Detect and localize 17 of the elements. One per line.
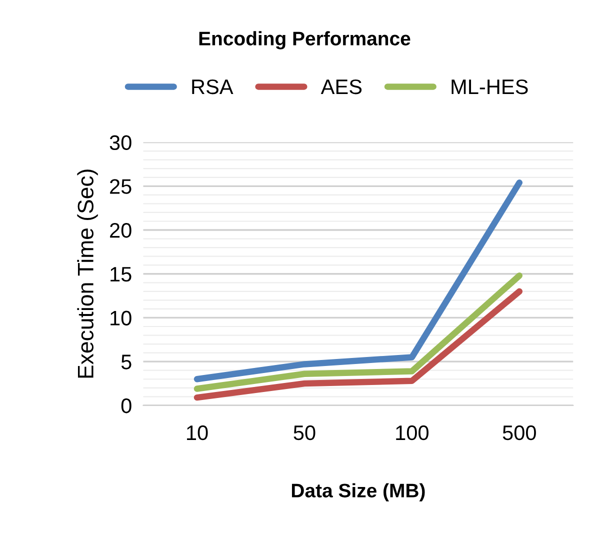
y-tick-label: 10 (110, 310, 132, 326)
y-tick-label: 15 (110, 267, 132, 282)
x-axis-title: Data Size (MB) (292, 483, 425, 502)
y-tick-label: 20 (110, 223, 132, 238)
x-tick-label: 10 (187, 425, 208, 440)
y-axis-title: Execution Time (Sec) (77, 170, 98, 378)
x-tick-label: 100 (396, 425, 428, 440)
y-tick-label: 30 (110, 135, 132, 150)
x-tick-label: 50 (294, 425, 316, 440)
y-tick-label: 0 (121, 398, 132, 414)
legend-label: ML-HES (452, 79, 528, 94)
x-tick-label: 500 (502, 425, 536, 440)
y-tick-label: 5 (121, 354, 132, 370)
y-tick-label: 25 (110, 179, 132, 194)
legend-label: AES (320, 79, 362, 94)
chart-title: Encoding Performance (199, 31, 410, 50)
legend-label: RSA (192, 79, 234, 94)
